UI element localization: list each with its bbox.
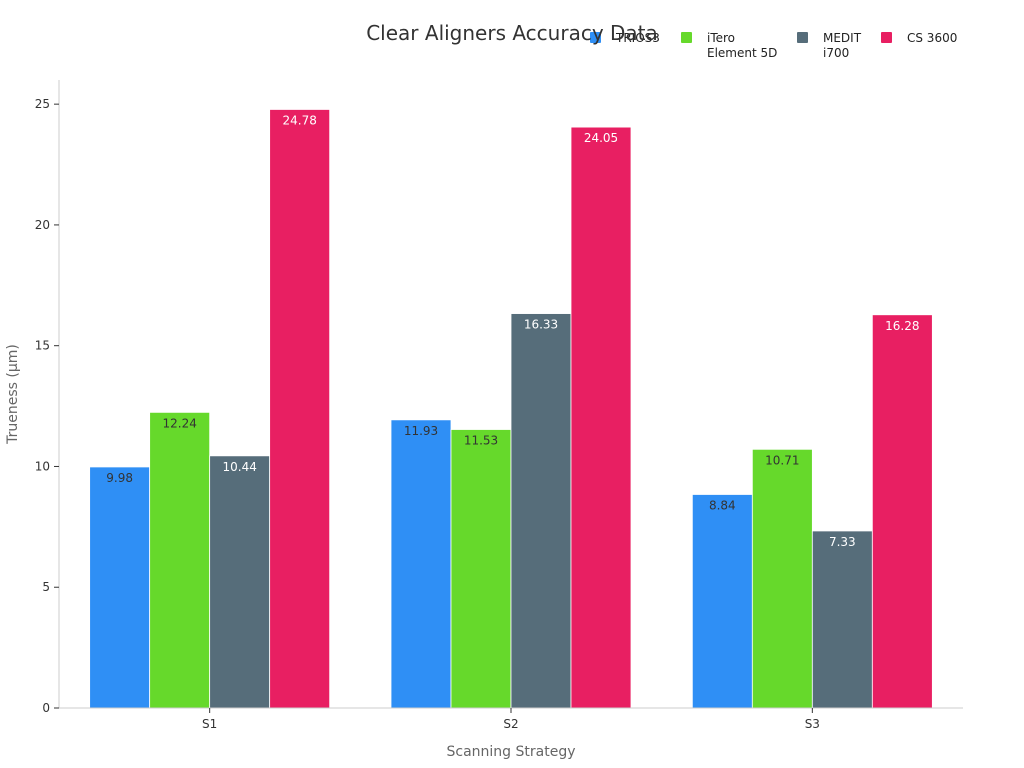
data-label: 12.24 [162, 416, 196, 430]
data-label: 9.98 [106, 471, 133, 485]
data-label: 7.33 [829, 535, 856, 549]
legend-label: iTero [707, 31, 735, 45]
chart-title: Clear Aligners Accuracy Data [366, 21, 658, 45]
bar-s2-series-3[interactable] [510, 313, 572, 709]
bar-s2-series-2[interactable] [450, 429, 512, 709]
data-label: 24.78 [282, 113, 316, 127]
legend-swatch [681, 32, 692, 43]
bar-s1-series-1[interactable] [89, 466, 151, 709]
bar-s2-series-4[interactable] [570, 126, 632, 709]
y-tick-label: 0 [42, 701, 50, 715]
legend-label: TRIOS3 [615, 31, 660, 45]
bar-s3-series-1[interactable] [691, 494, 753, 709]
data-label: 16.33 [524, 318, 558, 332]
bar-s3-series-4[interactable] [871, 314, 933, 709]
bars-layer [89, 109, 933, 709]
x-tick-label: S1 [202, 717, 217, 731]
x-tick-label: S2 [503, 717, 518, 731]
bar-s3-series-3[interactable] [811, 530, 873, 709]
legend-label: MEDIT [823, 31, 862, 45]
y-tick-label: 5 [42, 580, 50, 594]
data-label: 10.44 [222, 460, 256, 474]
y-tick-label: 15 [35, 339, 50, 353]
y-tick-label: 25 [35, 97, 50, 111]
legend-swatch [590, 32, 601, 43]
y-axis-title: Trueness (µm) [5, 344, 21, 445]
y-tick-label: 10 [35, 459, 50, 473]
bar-s3-series-2[interactable] [751, 448, 813, 709]
bar-s2-series-1[interactable] [390, 419, 452, 709]
data-label: 24.05 [584, 131, 618, 145]
y-tick-label: 20 [35, 218, 50, 232]
legend-label: i700 [823, 46, 849, 60]
data-label: 8.84 [709, 498, 736, 512]
legend-item[interactable]: CS 3600 [881, 31, 957, 45]
x-tick-label: S3 [805, 717, 820, 731]
bar-s1-series-3[interactable] [209, 455, 271, 709]
legend-swatch [797, 32, 808, 43]
legend-swatch [881, 32, 892, 43]
legend-label: Element 5D [707, 46, 777, 60]
data-label: 11.53 [464, 434, 498, 448]
data-label: 11.93 [404, 424, 438, 438]
bar-s1-series-4[interactable] [269, 109, 331, 709]
legend-item[interactable]: TRIOS3 [590, 31, 660, 45]
data-labels: 9.98 12.24 10.44 24.78 11.93 11.53 16.33 24.05 8… [106, 113, 919, 548]
data-label: 10.71 [765, 453, 799, 467]
legend-label: CS 3600 [907, 31, 957, 45]
bar-s1-series-2[interactable] [149, 411, 211, 709]
x-axis-title: Scanning Strategy [447, 744, 576, 760]
data-label: 16.28 [885, 319, 919, 333]
x-ticks: S1 S2 S3 [202, 708, 820, 731]
y-ticks: 0 5 10 15 20 25 [35, 97, 59, 715]
